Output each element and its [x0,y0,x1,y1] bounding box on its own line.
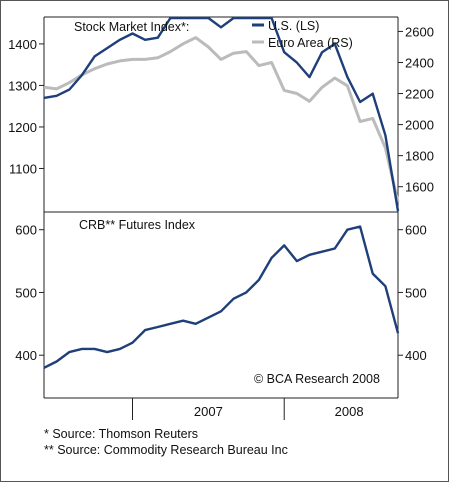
series-line-euro-area-rs [43,36,400,203]
y-left-tick-label: 1100 [9,161,37,176]
x-tick-label: 2007 [194,404,223,419]
series-line-crb-futures [43,225,400,369]
stock-panel-title: Stock Market Index*: [74,20,189,34]
y-right-tick-label: 600 [405,223,427,238]
y-right-tick-label: 2600 [405,24,434,39]
legend-label-euro: Euro Area (RS) [268,36,353,50]
y-left-tick-label: 1200 [8,120,37,135]
y-left-tick-label: 500 [15,285,37,300]
chart-credit: © BCA Research 2008 [254,372,380,386]
y-right-tick-label: 2400 [405,55,434,70]
x-tick-label: 2008 [335,404,364,419]
y-left-tick-label: 1300 [8,78,37,93]
legend-label-us: U.S. (LS) [268,19,319,33]
series-line-u-s-ls [43,16,400,212]
y-right-tick-label: 2000 [405,118,434,133]
crb-panel-title: CRB** Futures Index [79,218,196,232]
y-right-tick-label: 1600 [405,180,434,195]
y-left-tick-label: 1400 [8,37,37,52]
y-right-tick-label: 1800 [405,149,434,164]
y-right-tick-label: 2200 [405,87,434,102]
y-right-tick-label: 400 [405,348,427,363]
footnote-source-crb: ** Source: Commodity Research Bureau Inc [44,443,288,457]
footnote-source-reuters: * Source: Thomson Reuters [44,427,199,441]
y-left-tick-label: 400 [15,348,37,363]
y-left-tick-label: 600 [15,223,37,238]
y-right-tick-label: 500 [405,285,427,300]
